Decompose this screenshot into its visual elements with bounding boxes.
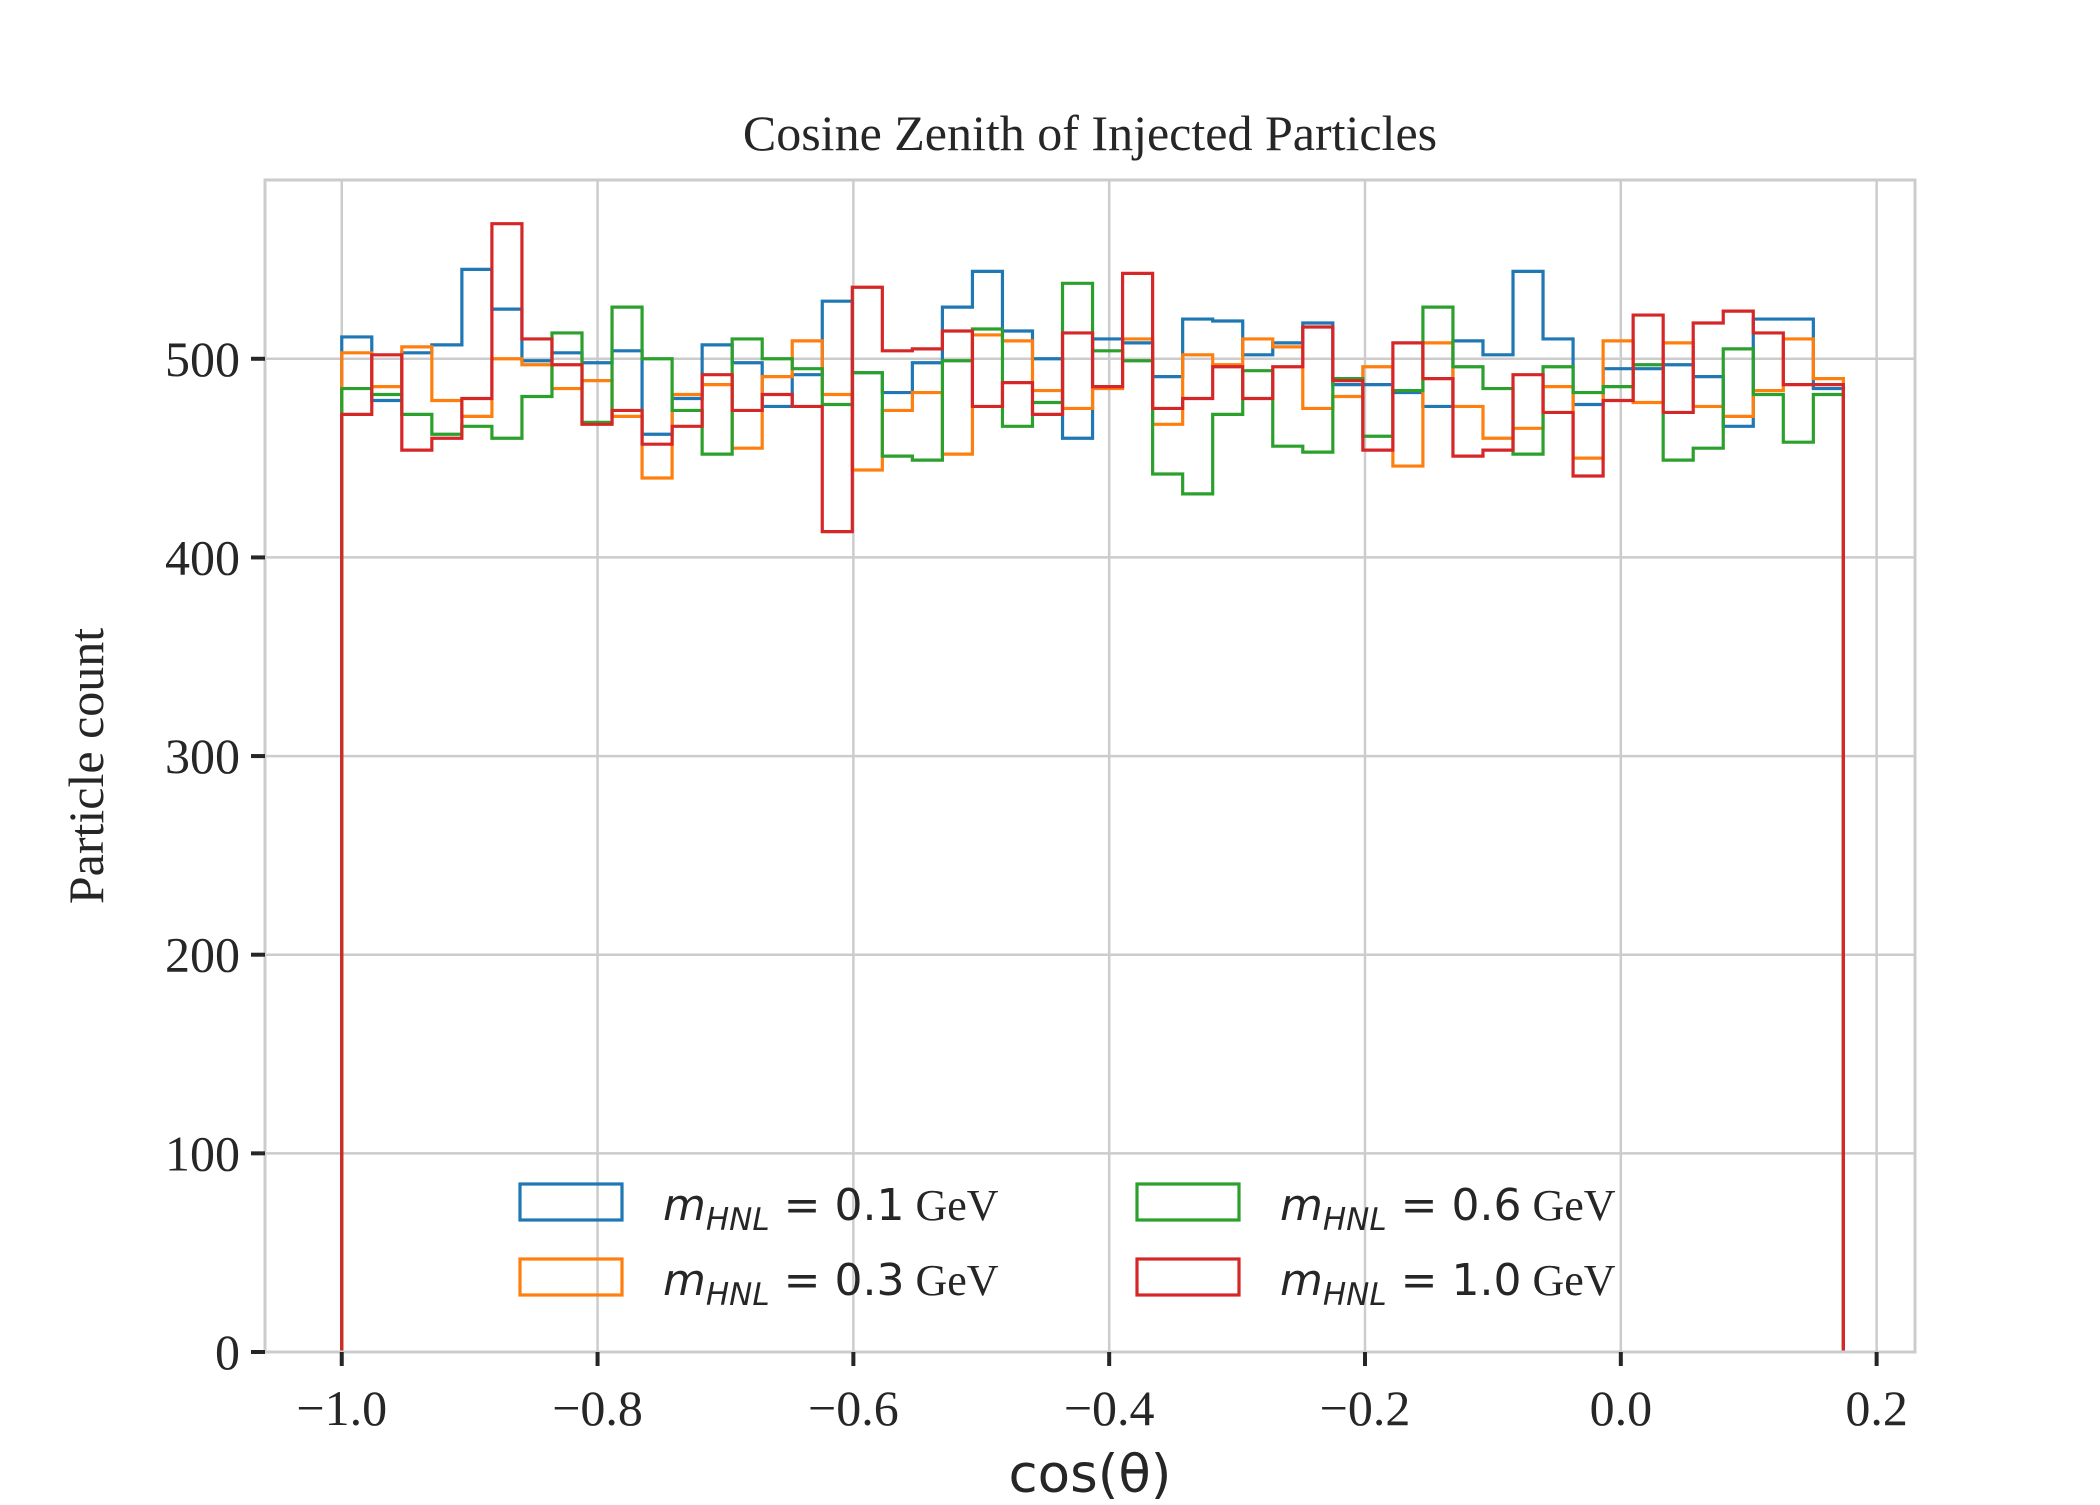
legend-swatch [1135,1257,1241,1297]
legend-label-var: m [1280,1255,1323,1306]
legend-label-value: = 0.1 [770,1180,905,1231]
legend-label-value: = 0.3 [770,1255,905,1306]
x-tick-label: −0.2 [1320,1380,1411,1436]
legend-entry: mHNL = 1.0 GeV [1135,1255,1616,1313]
y-tick-label: 300 [165,728,240,784]
legend-label-var: m [663,1255,706,1306]
legend-label: mHNL = 0.3 GeV [663,1255,999,1313]
y-tick-label: 200 [165,927,240,983]
legend-entry: mHNL = 0.1 GeV [518,1180,999,1238]
series-layer [340,222,1845,1352]
x-tick-label: −1.0 [296,1380,387,1436]
chart-title: Cosine Zenith of Injected Particles [743,105,1437,161]
legend-label-var: m [663,1180,706,1231]
legend-label: mHNL = 1.0 GeV [1280,1255,1616,1313]
legend-label-unit: GeV [904,1181,998,1230]
y-tick-label: 500 [165,331,240,387]
y-tick-label: 100 [165,1125,240,1181]
legend-swatch [518,1257,624,1297]
legend-label-var: m [1280,1180,1323,1231]
legend-label-unit: GeV [1521,1181,1615,1230]
grid-lines [265,180,1915,1354]
legend-label: mHNL = 0.6 GeV [1280,1180,1616,1238]
series-4-step-line [340,222,1845,1352]
y-tick-label: 0 [215,1324,240,1380]
legend-swatch [1135,1182,1241,1222]
legend-label-unit: GeV [904,1256,998,1305]
x-tick-label: 0.0 [1590,1380,1653,1436]
legend-label-value: = 1.0 [1387,1255,1522,1306]
plot-frame [263,178,1917,1354]
x-tick-label: −0.8 [552,1380,643,1436]
legend-label-value: = 0.6 [1387,1180,1522,1231]
x-tick-label: 0.2 [1845,1380,1908,1436]
x-axis-label: cos(θ) [1009,1444,1172,1500]
legend-entry: mHNL = 0.6 GeV [1135,1180,1616,1238]
x-tick-label: −0.6 [808,1380,899,1436]
legend-entry: mHNL = 0.3 GeV [518,1255,999,1313]
legend-label-unit: GeV [1521,1256,1615,1305]
axis-ticks: −1.0 −0.8 −0.6 −0.4 −0.2 0.0 0.2 0 100 200 300 400 5… [165,331,1908,1436]
x-tick-label: −0.4 [1064,1380,1155,1436]
y-tick-label: 400 [165,529,240,585]
legend-label-subscript: HNL [706,1277,770,1313]
y-axis-label: Particle count [58,628,114,904]
legend-label: mHNL = 0.1 GeV [663,1180,999,1238]
legend-label-subscript: HNL [1323,1277,1387,1313]
legend-label-subscript: HNL [706,1202,770,1238]
legend-label-subscript: HNL [1323,1202,1387,1238]
legend-swatch [518,1182,624,1222]
